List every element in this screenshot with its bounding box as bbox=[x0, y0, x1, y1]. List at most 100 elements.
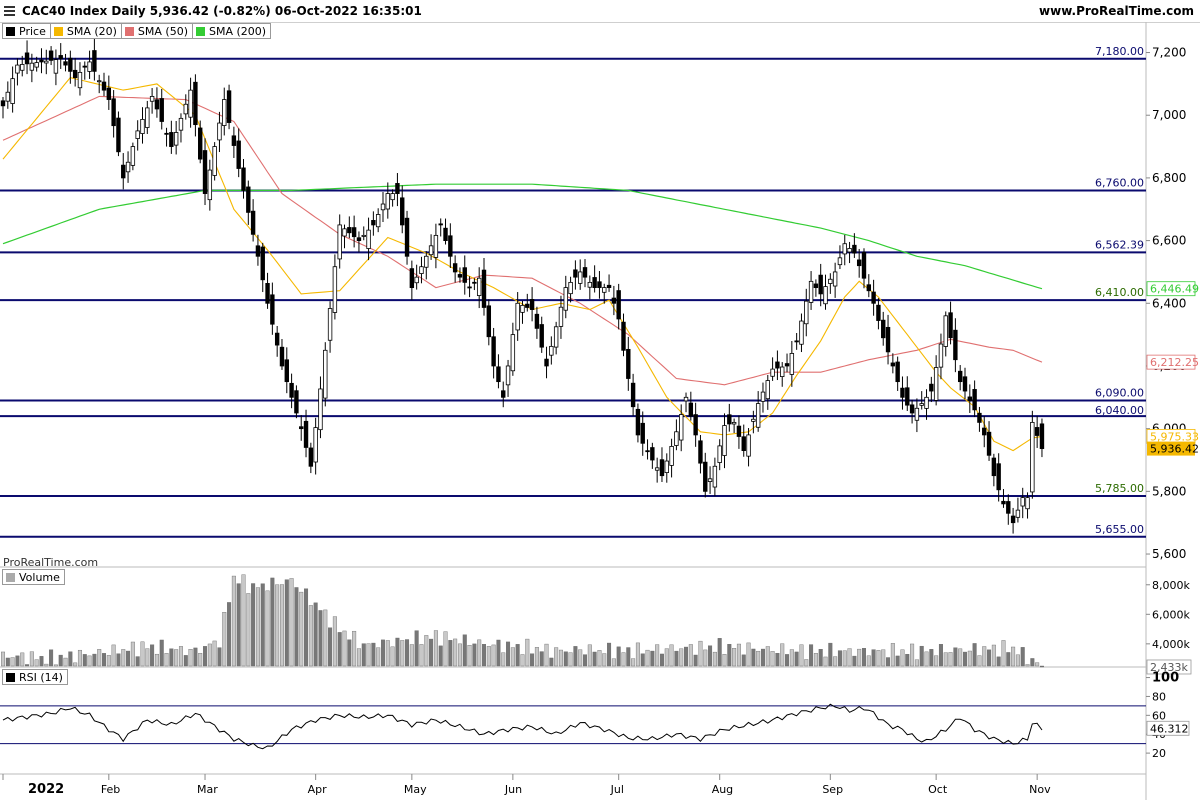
candle-body bbox=[294, 390, 299, 414]
candle-body bbox=[712, 465, 718, 488]
volume-bar bbox=[525, 638, 530, 667]
candle-body bbox=[977, 412, 982, 423]
volume-bar bbox=[438, 645, 443, 667]
volume-bar bbox=[433, 630, 438, 667]
xaxis-month-label: Mar bbox=[197, 783, 218, 796]
last-price-tag: 5,936.42 bbox=[1150, 443, 1199, 456]
candle-body bbox=[313, 427, 318, 463]
legend-rsi[interactable]: RSI (14) bbox=[2, 669, 68, 685]
candle-body bbox=[53, 59, 59, 74]
candle-body bbox=[443, 227, 448, 241]
candle-body bbox=[289, 382, 294, 398]
candle-body bbox=[929, 383, 934, 392]
candle-body bbox=[616, 290, 621, 320]
volume-bar bbox=[376, 647, 381, 667]
volume-bar bbox=[578, 649, 583, 667]
brand-link[interactable]: www.ProRealTime.com bbox=[1039, 4, 1194, 18]
candle-body bbox=[818, 274, 823, 295]
volume-bar bbox=[982, 646, 987, 667]
volume-bar bbox=[929, 649, 934, 667]
volume-bar bbox=[861, 648, 866, 667]
candle-body bbox=[722, 425, 727, 456]
volume-bar bbox=[736, 643, 741, 667]
volume-bar bbox=[520, 654, 525, 667]
volume-bar bbox=[145, 648, 150, 667]
candle-body bbox=[871, 291, 876, 304]
volume-bar bbox=[785, 654, 790, 667]
volume-bar bbox=[183, 655, 188, 667]
volume-bar bbox=[1011, 646, 1016, 667]
candle-body bbox=[318, 388, 323, 431]
volume-ytick-label: 8,000k bbox=[1152, 579, 1190, 592]
candle-body bbox=[92, 50, 97, 72]
legend-price[interactable]: Price bbox=[2, 23, 51, 39]
volume-bar bbox=[539, 651, 544, 667]
volume-bar bbox=[616, 646, 621, 667]
volume-value-tag: 2,433k bbox=[1150, 661, 1188, 674]
value-tag: 6,446.49 bbox=[1150, 283, 1199, 296]
candle-body bbox=[587, 281, 593, 288]
volume-bar bbox=[414, 630, 419, 667]
legend-sma50[interactable]: SMA (50) bbox=[120, 23, 193, 39]
volume-bar bbox=[554, 647, 559, 667]
volume-bar bbox=[963, 651, 968, 667]
level-label: 6,760.00 bbox=[1095, 176, 1144, 189]
legend-sma200[interactable]: SMA (200) bbox=[192, 23, 272, 39]
volume-bar bbox=[116, 653, 121, 667]
candle-body bbox=[327, 308, 333, 341]
volume-bar bbox=[592, 651, 597, 667]
value-tag: 5,975.33 bbox=[1150, 430, 1199, 443]
legend-sma20[interactable]: SMA (20) bbox=[49, 23, 122, 39]
candle-body bbox=[515, 302, 520, 331]
candle-body bbox=[457, 274, 463, 278]
rsi-value-tag-bg bbox=[1146, 720, 1190, 736]
rsi-ytick-label: 100 bbox=[1152, 671, 1179, 686]
volume-bar bbox=[549, 657, 554, 667]
candle-body bbox=[996, 463, 1001, 491]
candle-body bbox=[1030, 421, 1035, 493]
volume-bar bbox=[20, 652, 25, 667]
volume-bar bbox=[679, 648, 684, 667]
volume-bar bbox=[53, 664, 58, 667]
candle-body bbox=[780, 366, 785, 377]
level-label: 6,562.39 bbox=[1095, 238, 1144, 251]
rsi-value-tag: 46.312 bbox=[1150, 722, 1189, 735]
candle-body bbox=[414, 276, 419, 284]
candles-group bbox=[0, 38, 1045, 534]
volume-bar bbox=[631, 658, 636, 667]
candle-body bbox=[375, 214, 381, 228]
volume-bar bbox=[231, 575, 236, 667]
volume-bar bbox=[424, 635, 429, 667]
volume-bar bbox=[895, 655, 900, 667]
volume-bar bbox=[857, 648, 862, 667]
legend-volume[interactable]: Volume bbox=[2, 569, 65, 585]
candle-body bbox=[674, 431, 679, 446]
candle-body bbox=[861, 251, 867, 279]
volume-bar bbox=[188, 649, 193, 667]
volume-bar bbox=[491, 644, 496, 667]
candle-body bbox=[813, 283, 819, 289]
candle-body bbox=[650, 447, 655, 461]
volume-bar bbox=[453, 638, 458, 667]
candle-body bbox=[496, 366, 501, 383]
volume-bar bbox=[111, 644, 116, 667]
candle-body bbox=[755, 403, 761, 428]
volume-bar bbox=[308, 605, 313, 667]
candle-body bbox=[347, 227, 352, 234]
candle-body bbox=[760, 391, 766, 402]
xaxis-month-label: 2022 bbox=[28, 782, 64, 797]
candle-body bbox=[991, 457, 997, 477]
candle-body bbox=[202, 150, 208, 194]
candle-body bbox=[510, 334, 516, 372]
volume-bar bbox=[73, 662, 78, 667]
volume-bar bbox=[294, 587, 299, 667]
candle-body bbox=[97, 80, 102, 83]
volume-bars-group bbox=[1, 574, 1044, 668]
candle-body bbox=[250, 210, 256, 235]
menu-icon[interactable] bbox=[4, 6, 15, 16]
candle-body bbox=[82, 65, 87, 68]
volume-bar bbox=[236, 583, 241, 667]
volume-bar bbox=[919, 645, 924, 667]
volume-bar bbox=[409, 644, 414, 667]
